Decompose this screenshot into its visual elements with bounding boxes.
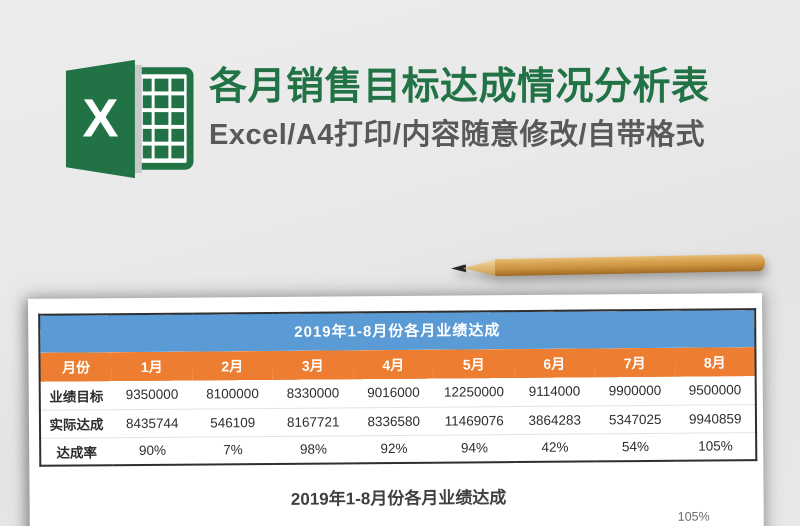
data-cell: 8330000	[272, 379, 354, 408]
row-label: 实际达成	[39, 409, 113, 438]
month-header-cell: 4月	[352, 349, 434, 380]
pencil-body	[494, 253, 766, 277]
data-cell: 3864283	[514, 405, 596, 435]
page-title: 各月销售目标达成情况分析表	[209, 66, 710, 108]
performance-table: 2019年1-8月份各月业绩达成 月份 1月 2月 3月 4月 5月 6月 7月…	[38, 308, 758, 467]
excel-logo-cover	[65, 59, 135, 179]
data-cell: 546109	[192, 407, 274, 437]
excel-logo-shadow	[133, 64, 142, 174]
table-banner-row: 2019年1-8月份各月业绩达成	[39, 309, 756, 353]
chart-data-label: 105%	[677, 509, 710, 524]
pencil-wood-tip	[463, 259, 497, 277]
month-header-cell: 8月	[674, 347, 756, 377]
data-cell: 11469076	[433, 406, 515, 435]
pencil-image	[451, 253, 766, 277]
data-cell: 9016000	[353, 378, 434, 408]
data-cell: 98%	[273, 435, 354, 464]
row-label: 达成率	[40, 437, 113, 466]
data-cell: 9500000	[675, 376, 756, 405]
chart-title: 2019年1-8月份各月业绩达成	[290, 488, 507, 509]
data-cell: 9900000	[594, 376, 676, 406]
data-cell: 92%	[353, 434, 435, 464]
data-cell: 12250000	[433, 378, 515, 407]
table-banner-title: 2019年1-8月份各月业绩达成	[39, 309, 756, 353]
data-cell: 94%	[434, 434, 515, 463]
excel-logo-letter: X	[82, 89, 118, 149]
table-row-rate: 达成率 90% 7% 98% 92% 94% 42% 54% 105%	[40, 432, 757, 466]
page-subtitle: Excel/A4打印/内容随意修改/自带格式	[209, 119, 706, 151]
data-cell: 9940859	[675, 404, 757, 433]
data-cell: 8167721	[272, 407, 354, 436]
paper-sheet: 2019年1-8月份各月业绩达成 月份 1月 2月 3月 4月 5月 6月 7月…	[28, 293, 765, 526]
data-cell: 8100000	[192, 379, 273, 409]
data-cell: 90%	[112, 436, 193, 466]
data-cell: 42%	[514, 433, 596, 463]
excel-logo-grid	[142, 78, 185, 159]
month-header-cell: 1月	[111, 351, 193, 382]
data-cell: 54%	[595, 432, 676, 462]
month-header-cell: 2月	[191, 350, 273, 381]
header-section: 各月销售目标达成情况分析表 Excel/A4打印/内容随意修改/自带格式	[209, 62, 769, 155]
data-cell: 8336580	[353, 406, 435, 436]
row-label: 业绩目标	[39, 381, 112, 410]
data-cell: 9350000	[111, 380, 193, 410]
data-cell: 8435744	[111, 408, 193, 438]
month-header-cell: 6月	[513, 348, 595, 379]
excel-logo-icon: X	[65, 59, 194, 179]
month-header-cell: 月份	[39, 352, 112, 382]
month-header-cell: 7月	[594, 347, 676, 378]
data-cell: 105%	[675, 432, 757, 461]
data-cell: 9114000	[514, 377, 595, 407]
month-header-cell: 3月	[272, 350, 354, 380]
data-cell: 7%	[192, 435, 274, 465]
month-header-cell: 5月	[433, 349, 515, 379]
data-cell: 5347025	[594, 404, 676, 434]
